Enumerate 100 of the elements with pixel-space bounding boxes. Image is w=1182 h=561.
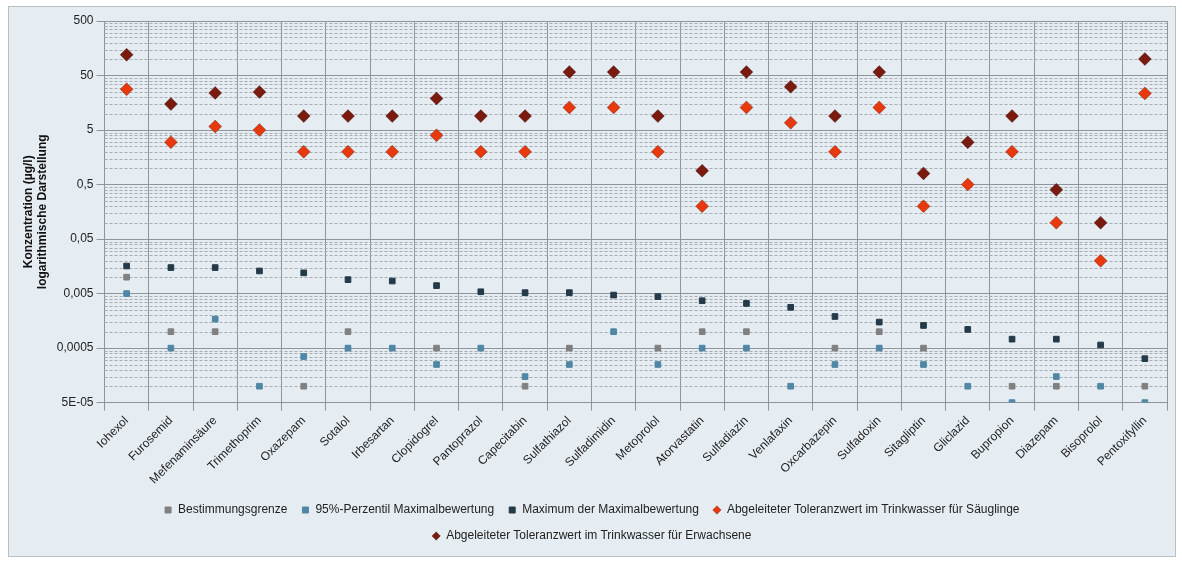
point	[1052, 373, 1060, 380]
point	[1008, 335, 1016, 343]
point	[163, 135, 178, 150]
point	[610, 291, 617, 299]
y-tick-label: 500	[73, 13, 94, 28]
point	[739, 100, 754, 115]
point	[827, 144, 842, 159]
point	[739, 65, 754, 79]
point	[385, 144, 400, 159]
point	[167, 344, 175, 352]
point	[433, 344, 440, 352]
point	[920, 322, 927, 329]
point	[211, 328, 219, 336]
point	[787, 303, 795, 311]
point	[473, 144, 488, 159]
point	[1052, 335, 1060, 343]
point	[296, 109, 311, 124]
point	[695, 163, 710, 178]
point	[743, 328, 750, 336]
y-axis-title: Konzentration (µg/l) logarithmische Darstellung	[20, 134, 49, 290]
point	[698, 328, 706, 336]
point	[256, 267, 263, 275]
y-tick-label: 0,5	[76, 176, 94, 191]
legend-label: Bestimmungsgrenze	[178, 502, 288, 517]
point	[300, 353, 308, 360]
point	[1005, 109, 1020, 124]
point	[477, 288, 485, 296]
point	[123, 290, 130, 297]
point	[388, 277, 396, 285]
y-tick-label: 0,05	[70, 231, 94, 246]
point	[1008, 382, 1016, 390]
point	[1049, 215, 1064, 230]
y-tick-label: 5	[86, 122, 94, 137]
point	[920, 344, 927, 352]
point	[123, 262, 130, 270]
point	[650, 144, 665, 159]
point	[562, 65, 577, 79]
point	[875, 328, 883, 336]
point	[1093, 215, 1108, 230]
point	[654, 361, 662, 368]
point	[433, 282, 440, 289]
point	[831, 344, 839, 352]
point	[566, 289, 573, 296]
point	[654, 344, 662, 352]
point	[123, 273, 130, 281]
point	[252, 84, 267, 99]
point	[610, 328, 617, 336]
point	[964, 382, 972, 390]
point	[1049, 182, 1064, 197]
point	[875, 318, 883, 326]
point	[743, 344, 750, 352]
point	[875, 344, 883, 352]
point	[521, 382, 529, 390]
y-tick-label: 0,005	[63, 285, 94, 300]
point	[827, 109, 842, 124]
point	[521, 373, 529, 380]
point	[654, 293, 662, 300]
point	[433, 361, 440, 368]
point	[964, 326, 972, 333]
point	[344, 276, 352, 283]
point	[566, 361, 573, 368]
point	[960, 135, 975, 150]
point	[300, 269, 308, 277]
point	[518, 109, 533, 124]
point	[920, 361, 927, 368]
legend-label: Abgeleiteter Toleranzwert im Trinkwasser für Erwachsene	[446, 528, 752, 543]
point	[566, 344, 573, 352]
point	[1137, 86, 1152, 101]
point	[606, 100, 621, 115]
point	[606, 65, 621, 79]
point	[119, 82, 134, 97]
point	[1052, 382, 1060, 390]
point	[429, 91, 444, 106]
point	[167, 328, 175, 336]
point	[208, 85, 223, 100]
y-tick-label: 50	[80, 67, 94, 82]
point	[831, 313, 839, 320]
point	[960, 177, 975, 192]
point	[344, 328, 352, 336]
point	[650, 109, 665, 124]
legend-label: Abgeleiteter Toleranzwert im Trinkwasser für Säuglinge	[726, 502, 1020, 517]
legend-label: 95%-Perzentil Maximalbewertung	[315, 502, 495, 517]
point	[831, 361, 839, 368]
point	[119, 47, 134, 62]
point	[256, 382, 263, 390]
point	[787, 382, 795, 390]
point	[562, 100, 577, 115]
point	[1097, 341, 1104, 349]
point	[1097, 382, 1104, 390]
point	[208, 119, 223, 134]
point	[783, 115, 798, 130]
point	[698, 297, 706, 305]
point	[163, 97, 178, 112]
point	[252, 123, 267, 138]
point	[916, 199, 931, 214]
y-tick-label: 0,0005	[56, 340, 94, 355]
point	[167, 264, 175, 271]
point	[385, 109, 400, 124]
point	[296, 144, 311, 159]
point	[1093, 253, 1108, 268]
